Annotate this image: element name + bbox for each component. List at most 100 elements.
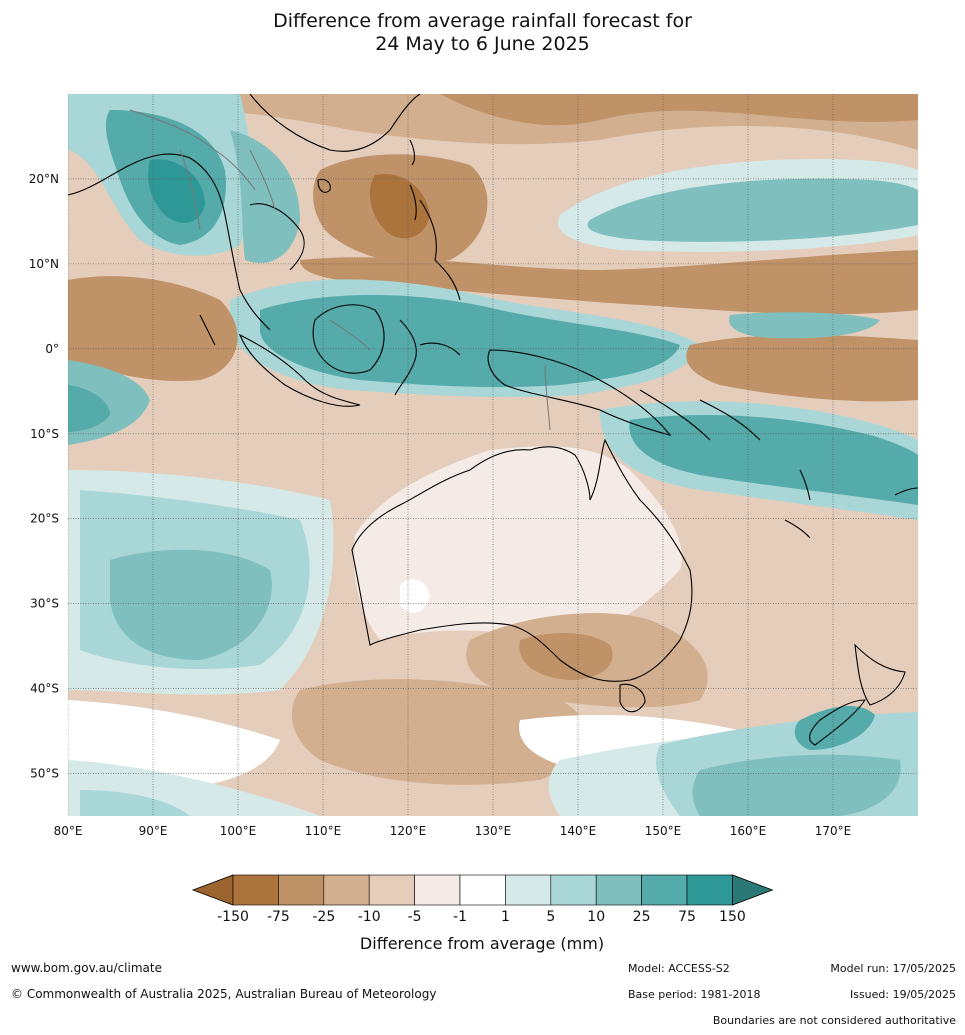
field-west-sumatra-dry xyxy=(68,276,238,381)
map-title: Difference from average rainfall forecas… xyxy=(0,10,965,56)
borneo-coastline xyxy=(312,304,385,374)
colorbar-tick-label: 1 xyxy=(501,909,510,925)
disclaimer-text: Boundaries are not considered authoritat… xyxy=(712,1014,956,1027)
australia-coastline xyxy=(351,438,693,682)
colorbar-bin xyxy=(323,874,370,906)
base-period-text: Base period: 1981-2018 xyxy=(628,988,761,1001)
map-gridlines xyxy=(68,94,918,816)
colorbar-tick-label: 150 xyxy=(719,909,746,925)
field-tasman-wet-core xyxy=(692,754,901,816)
longitude-tick-label: 170°E xyxy=(815,824,852,838)
field-indochina-wet xyxy=(230,130,300,264)
colorbar-tick-label: 75 xyxy=(678,909,696,925)
field-wa-neutral-spot xyxy=(400,579,430,613)
colorbar-tick-label: 5 xyxy=(546,909,555,925)
issued-text: Issued: 19/05/2025 xyxy=(849,988,956,1001)
field-southwest-wet xyxy=(80,790,190,816)
longitude-tick-label: 90°E xyxy=(139,824,168,838)
model-text: Model: ACCESS-S2 xyxy=(628,962,730,975)
sulawesi-coastline xyxy=(394,319,461,396)
longitude-tick-label: 130°E xyxy=(475,824,512,838)
field-australia-interior xyxy=(353,446,682,640)
field-npacific-wet xyxy=(587,178,918,242)
colorbar-extend-low xyxy=(191,874,234,906)
colorbar-title: Difference from average (mm) xyxy=(360,934,604,953)
new-zealand-coastline xyxy=(809,643,906,746)
field-nz-south-wet xyxy=(794,705,875,750)
colorbar-bin xyxy=(368,874,415,906)
latitude-tick-label: 50°S xyxy=(30,767,59,781)
sumatra-java-coastline xyxy=(238,333,361,407)
fiji-coastline xyxy=(894,487,918,496)
longitude-tick-label: 80°E xyxy=(54,824,83,838)
colorbar-tick-label: -25 xyxy=(312,909,335,925)
colorbar-tick-label: 10 xyxy=(587,909,605,925)
vanuatu-coastline xyxy=(799,469,811,501)
latitude-tick-label: 10°N xyxy=(29,257,59,271)
field-spacific-dry xyxy=(686,335,918,402)
colorbar-bin xyxy=(595,874,642,906)
longitude-labels: 80°E 90°E 100°E 110°E 120°E 130°E 140°E 150°E 16… xyxy=(54,824,852,838)
solomon-islands-coastline xyxy=(639,389,761,441)
latitude-tick-label: 40°S xyxy=(30,682,59,696)
latitude-tick-label: 10°S xyxy=(30,427,59,441)
field-philippines-dry-core xyxy=(369,174,430,239)
longitude-tick-label: 160°E xyxy=(730,824,767,838)
longitude-tick-label: 120°E xyxy=(390,824,427,838)
colorbar-bin xyxy=(278,874,325,906)
rainfall-anomaly-field xyxy=(68,94,918,816)
field-equatorial-dry-north xyxy=(300,250,918,315)
field-spacific-wet-strip xyxy=(729,312,880,339)
latitude-tick-label: 20°S xyxy=(30,512,59,526)
longitude-tick-label: 140°E xyxy=(560,824,597,838)
copyright-text: © Commonwealth of Australia 2025, Austra… xyxy=(11,987,437,1001)
colorbar-tick-label: -10 xyxy=(358,909,381,925)
field-indian-ocean-wet-core xyxy=(110,549,272,660)
field-maritime-wet xyxy=(260,295,680,388)
colorbar-extend-high xyxy=(732,874,774,906)
asia-mainland-coastline xyxy=(68,153,305,331)
longitude-tick-label: 110°E xyxy=(305,824,342,838)
colorbar-bin xyxy=(459,874,506,906)
latitude-tick-label: 20°N xyxy=(29,172,59,186)
china-coastline xyxy=(249,94,421,152)
coastlines xyxy=(68,94,918,746)
colorbar-bin xyxy=(550,874,597,906)
map-title-line-1: Difference from average rainfall forecas… xyxy=(273,10,692,32)
colorbar-tick-label: -1 xyxy=(453,909,467,925)
country-boundaries xyxy=(129,109,551,431)
mainland-boundaries xyxy=(129,109,276,231)
png-boundary xyxy=(544,364,551,431)
taiwan-coastline xyxy=(409,139,415,166)
new-caledonia-coastline xyxy=(784,519,811,539)
field-southern-australia-dry-core xyxy=(519,633,613,680)
field-bengal-wet-max xyxy=(148,159,205,223)
field-southern-ocean-dry xyxy=(291,679,585,785)
new-guinea-coastline xyxy=(487,349,672,436)
colorbar-tick-label: 25 xyxy=(633,909,651,925)
longitude-tick-label: 150°E xyxy=(645,824,682,838)
map-title-line-2: 24 May to 6 June 2025 xyxy=(375,33,590,55)
colorbar-tick-label: -75 xyxy=(267,909,290,925)
colorbar-bin xyxy=(232,874,279,906)
andaman-coastline xyxy=(199,314,216,346)
website-text: www.bom.gov.au/climate xyxy=(11,961,162,975)
colorbar-tick-label: -150 xyxy=(217,909,249,925)
borneo-boundary xyxy=(329,319,371,351)
colorbar: -150 -75 -25 -10 -5 -1 1 5 10 25 75 150 xyxy=(191,874,774,925)
field-coralsea-wet xyxy=(629,415,918,505)
model-run-text: Model run: 17/05/2025 xyxy=(830,962,956,975)
colorbar-bin xyxy=(414,874,461,906)
hainan-coastline xyxy=(317,178,331,193)
field-indian-west-wet-core xyxy=(68,385,110,432)
colorbar-bin xyxy=(505,874,552,906)
latitude-labels: 20°N 10°N 0° 10°S 20°S 30°S 40°S 50°S xyxy=(29,172,59,781)
latitude-tick-label: 30°S xyxy=(30,597,59,611)
philippines-coastline xyxy=(409,184,461,301)
latitude-tick-label: 0° xyxy=(45,342,59,356)
colorbar-bin xyxy=(686,874,733,906)
colorbar-bin xyxy=(641,874,688,906)
longitude-tick-label: 100°E xyxy=(220,824,257,838)
